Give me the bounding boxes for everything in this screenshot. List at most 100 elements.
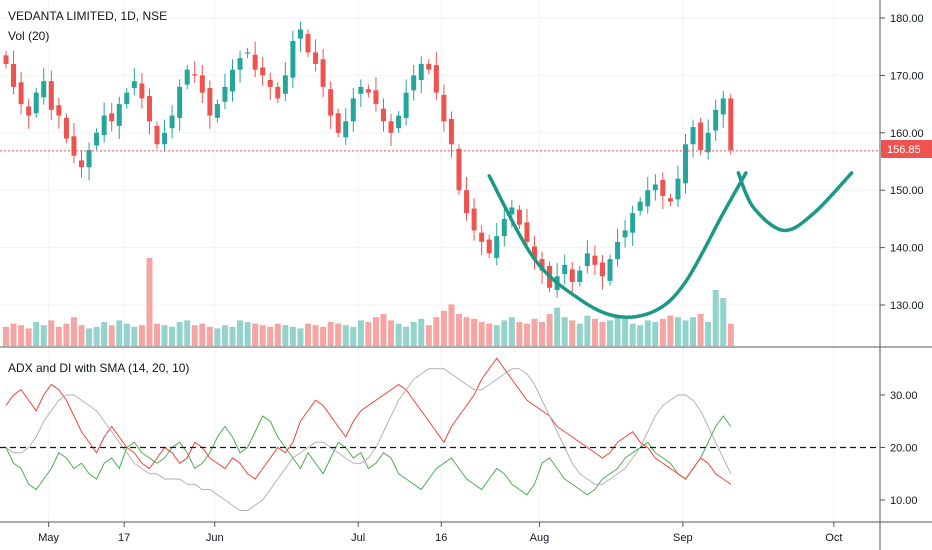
time-axis-ticks: May 17 Jun Jul 16 Aug Sep Oct: [38, 522, 842, 544]
candle-body: [214, 104, 220, 118]
candle-body: [675, 178, 681, 200]
volume-bar: [282, 325, 289, 346]
candle-body: [524, 222, 530, 242]
volume-bar: [380, 314, 387, 346]
di-minus-line: [5, 357, 732, 485]
volume-bar: [720, 298, 727, 346]
volume-bar: [327, 322, 334, 346]
time-tick-label: May: [38, 532, 59, 544]
volume-bar: [539, 322, 546, 346]
volume-bar: [388, 320, 395, 346]
volume-bar: [569, 320, 576, 346]
candle-body: [124, 92, 130, 105]
candle-body: [260, 67, 266, 76]
candle-body: [630, 213, 636, 233]
volume-bar: [365, 322, 372, 346]
symbol-title: VEDANTA LIMITED, 1D, NSE: [8, 9, 167, 23]
volume-bar: [486, 323, 493, 346]
candle-body: [169, 115, 175, 129]
price-tick-label: 170.00: [890, 70, 924, 82]
adx-tick-label: 30.00: [890, 390, 918, 402]
volume-bar: [305, 323, 311, 346]
volume-bar: [607, 320, 613, 346]
candle-body: [71, 136, 77, 156]
candle-body: [448, 119, 454, 145]
candle-body: [320, 59, 326, 87]
candle-body: [373, 90, 379, 105]
volume-bar: [523, 323, 530, 346]
candle-body: [645, 190, 651, 207]
last-price-badge: [881, 140, 932, 158]
volume-bar: [25, 328, 32, 346]
volume-bar: [425, 325, 432, 346]
volume-bar: [614, 317, 621, 346]
volume-bar: [312, 325, 319, 346]
volume-bar: [599, 322, 606, 346]
volume-bar: [199, 323, 206, 346]
last-price-label: 156.85: [887, 144, 921, 156]
candle-body: [86, 150, 92, 168]
volume-bar: [591, 318, 598, 346]
volume-bar: [501, 320, 508, 346]
volume-bar: [712, 290, 719, 346]
volume-bar: [576, 323, 583, 346]
candle-body: [532, 246, 537, 260]
volume-bar: [448, 304, 455, 346]
candle-body: [192, 74, 198, 76]
volume-bar: [18, 325, 25, 346]
candle-body: [63, 117, 69, 139]
volume-bar: [3, 326, 9, 346]
time-tick-label: 17: [118, 532, 130, 544]
volume-bar: [335, 323, 342, 346]
candle-body: [350, 98, 356, 122]
volume-bar: [372, 317, 379, 346]
adx-line: [5, 368, 732, 511]
adx-tick-label: 10.00: [890, 495, 918, 507]
candle-body: [328, 89, 334, 116]
volume-bar: [493, 325, 500, 346]
volume-bar: [55, 326, 62, 346]
candle-body: [683, 144, 688, 184]
volume-bar: [644, 320, 651, 346]
candle-body: [18, 82, 24, 105]
candle-body: [456, 148, 462, 191]
volume-bar: [48, 320, 55, 346]
candle-body: [305, 34, 311, 53]
volume-bar: [267, 326, 274, 346]
candle-body: [11, 63, 17, 87]
candle-body: [411, 75, 417, 91]
volume-bar: [433, 317, 440, 346]
indicator-label: ADX and DI with SMA (14, 20, 10): [8, 361, 189, 375]
candle-body: [426, 63, 432, 70]
candle-body: [199, 75, 205, 93]
candle-body: [275, 86, 281, 99]
candle-body: [184, 69, 190, 85]
time-tick-label: Jul: [351, 532, 365, 544]
time-tick-label: 16: [435, 532, 447, 544]
volume-bar: [584, 315, 591, 346]
volume-bar: [690, 317, 697, 346]
volume-bar: [342, 325, 349, 346]
candle-body: [79, 160, 84, 168]
candle-body: [207, 88, 213, 116]
volume-bar: [418, 318, 425, 346]
candle-body: [577, 270, 583, 283]
cup-pattern-curve: [487, 171, 748, 319]
time-tick-label: Aug: [530, 532, 550, 544]
candle-body: [471, 208, 477, 231]
candle-body: [698, 122, 704, 151]
volume-bar: [667, 315, 674, 346]
candle-body: [690, 127, 696, 145]
candle-body: [131, 81, 137, 89]
time-tick-label: Oct: [825, 532, 842, 544]
volume-bar: [403, 326, 410, 346]
candle-body: [403, 92, 409, 118]
volume-bar: [244, 322, 251, 346]
candle-body: [41, 81, 47, 98]
candle-body: [607, 259, 613, 281]
adx-axis-ticks: 30.00 20.00 10.00: [880, 390, 918, 507]
candle-body: [388, 121, 394, 133]
candle-body: [162, 132, 168, 145]
candle-body: [139, 83, 145, 99]
